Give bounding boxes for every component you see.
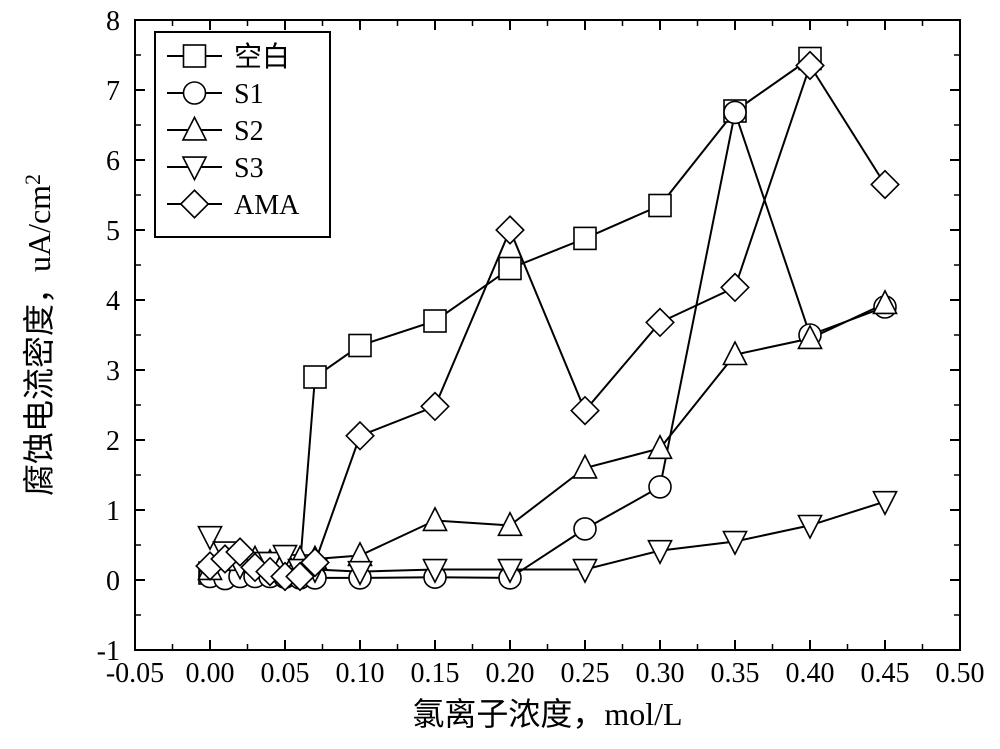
x-tick-label: 0.00 — [186, 658, 235, 689]
marker-square — [349, 335, 371, 357]
marker-triangle-down — [873, 492, 896, 515]
y-tick-label: 4 — [106, 286, 120, 317]
marker-square — [304, 366, 326, 388]
marker-triangle-down — [573, 560, 596, 583]
marker-diamond — [346, 422, 374, 450]
x-tick-label: 0.25 — [561, 658, 610, 689]
x-tick-label: 0.10 — [336, 658, 385, 689]
y-tick-label: 7 — [106, 76, 120, 107]
marker-circle — [724, 101, 746, 123]
legend-label-ama: AMA — [234, 190, 300, 221]
marker-diamond — [421, 393, 449, 421]
y-tick-label: 6 — [106, 146, 120, 177]
chart-svg: -0.050.000.050.100.150.200.250.300.350.4… — [0, 0, 1000, 749]
marker-diamond — [496, 216, 524, 244]
marker-circle — [184, 82, 206, 104]
y-tick-label: -1 — [97, 636, 120, 667]
x-axis-title: 氯离子浓度，mol/L — [412, 696, 682, 732]
y-tick-label: 3 — [106, 356, 120, 387]
marker-circle — [574, 518, 596, 540]
y-axis-title: 腐蚀电流密度，uA/cm2 — [20, 174, 57, 496]
marker-square — [424, 310, 446, 332]
marker-circle — [649, 476, 671, 498]
y-tick-label: 2 — [106, 426, 120, 457]
x-tick-label: 0.50 — [936, 658, 985, 689]
x-tick-label: 0.45 — [861, 658, 910, 689]
marker-square — [649, 195, 671, 217]
marker-triangle-up — [423, 508, 446, 531]
x-tick-label: 0.35 — [711, 658, 760, 689]
x-tick-label: 0.40 — [786, 658, 835, 689]
legend-label-s3: S3 — [234, 153, 264, 184]
x-tick-label: 0.20 — [486, 658, 535, 689]
x-tick-label: 0.30 — [636, 658, 685, 689]
marker-square — [184, 45, 206, 67]
marker-diamond — [721, 274, 749, 302]
chart-container: -0.050.000.050.100.150.200.250.300.350.4… — [0, 0, 1000, 749]
y-tick-label: 1 — [106, 496, 120, 527]
marker-diamond — [871, 171, 899, 199]
y-tick-label: 8 — [106, 6, 120, 37]
marker-square — [499, 258, 521, 280]
legend-label-blank: 空白 — [234, 41, 290, 73]
y-tick-label: 5 — [106, 216, 120, 247]
marker-diamond — [646, 309, 674, 337]
y-tick-label: 0 — [106, 566, 120, 597]
legend-label-s1: S1 — [234, 79, 264, 110]
marker-square — [574, 227, 596, 249]
marker-diamond — [571, 397, 599, 425]
x-tick-label: 0.15 — [411, 658, 460, 689]
x-tick-label: 0.05 — [261, 658, 310, 689]
legend-label-s2: S2 — [234, 116, 264, 147]
